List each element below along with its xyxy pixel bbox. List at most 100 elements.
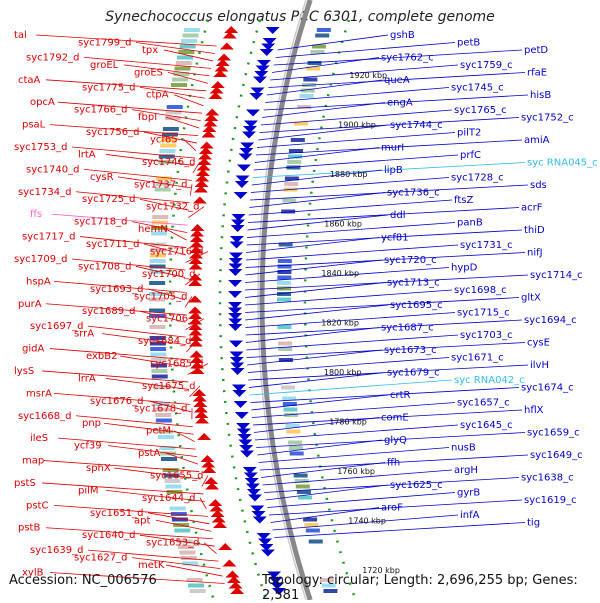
gene-label-left: syc1756_d [86,127,139,138]
reverse-gene-arrow [228,269,242,276]
label-leader-line [166,565,222,576]
gene-label-right: thiD [524,225,545,236]
cog-band [171,83,187,87]
gene-label-right: cysE [527,338,550,349]
inner-band [281,386,295,390]
gene-label-left: lysS [14,366,34,377]
gene-label-left: pstS [14,478,36,489]
gene-label-left: apt [134,515,150,526]
gene-label-left: syc1678_d [134,403,187,414]
gene-label-left: syc1766_d [74,105,127,116]
cog-band [180,45,196,49]
gene-label-left: syc1668_d [18,411,71,422]
reverse-gene-arrow [230,242,244,249]
gene-label-left: syc1775_d [82,82,135,93]
inner-band [277,281,291,285]
forward-gene-arrow [225,571,239,578]
cog-band [150,259,166,263]
gene-label-right: syc1619_c [524,495,577,506]
cog-band [161,457,177,461]
reverse-gene-arrow [234,192,248,199]
reverse-gene-arrow [260,49,274,56]
gene-label-left: groEL [90,60,119,71]
forward-gene-arrow [211,81,225,88]
kbp-label: 1780 kbp [329,418,367,427]
gene-label-left: groES [134,67,163,78]
cog-band [149,281,165,285]
inner-band [303,78,317,82]
gene-label-right: ilvH [530,360,549,371]
gene-label-right: ddl [390,210,405,221]
inner-band [277,325,291,329]
gene-label-left: ycf65 [150,135,178,146]
gene-label-right: syc1713_c [387,278,440,289]
gene-label-right: comE [381,413,409,424]
reverse-gene-arrow [232,390,246,397]
cog-band [179,551,195,555]
kbp-label: 1880 kbp [330,170,368,179]
gene-label-right: syc1731_c [460,240,513,251]
gene-label-right: hflX [524,405,544,416]
gene-label-right: syc1649_c [530,450,583,461]
reverse-gene-arrow [253,517,267,524]
label-leader-line [184,140,196,151]
inner-band [288,441,302,445]
gene-label-left: pstB [18,523,40,534]
label-leader-line [249,373,385,388]
inner-band [297,105,311,109]
gene-label-right: syc1762_c [381,53,434,64]
cog-band [160,149,176,153]
label-leader-line [266,485,388,500]
gene-label-right: gshB [390,30,415,41]
kbp-label: 1840 kbp [321,269,359,278]
kbp-label: 1900 kbp [338,121,376,130]
reverse-gene-arrow [228,280,242,287]
inner-band [278,259,292,263]
gene-label-right: amiA [524,135,550,146]
gene-label-right: syc RNA045_c [527,158,598,169]
gene-label-right: nusB [451,443,476,454]
gene-label-left: pstA [138,448,160,459]
label-leader-line [200,498,206,509]
gene-label-left: cysR [90,172,114,183]
gene-label-left: syc1627_d [74,553,127,564]
gene-label-left: ffs [30,209,42,220]
cog-band [152,215,168,219]
gene-label-left: syc1706_d [146,314,199,325]
gene-label-left: syc1655_d [150,470,203,481]
gene-label-right: syc1638_c [521,473,574,484]
reverse-gene-arrow [228,291,242,298]
label-leader-line [245,283,385,298]
gene-label-right: tig [527,518,540,529]
cog-band [151,369,167,373]
gene-label-right: petD [524,45,548,56]
gene-label-left: syc1709_d [14,254,67,265]
reverse-gene-arrow [235,181,249,188]
gene-label-left: sphX [86,463,111,474]
gene-label-right: syc1703_c [460,330,513,341]
label-leader-line [251,395,388,410]
reverse-gene-arrow [231,368,245,375]
gene-label-left: syc1644_d [142,493,195,504]
gene-label-left: syc1685_d [150,358,203,369]
gene-label-right: hypD [451,263,478,274]
forward-gene-arrow [218,543,232,550]
cog-band [176,61,192,65]
gene-label-right: syc1759_c [460,60,513,71]
cog-band [170,507,186,511]
cog-band [166,485,182,489]
cog-band [182,34,198,38]
reverse-gene-arrow [253,77,267,84]
gene-label-left: syc1725_d [82,194,135,205]
gene-label-right: ycf81 [381,233,409,244]
inner-band [287,160,301,164]
forward-gene-arrow [200,142,214,149]
gene-label-right: petB [457,38,480,49]
gene-label-right: acrF [521,203,543,214]
inner-band [282,199,296,203]
cog-band [152,375,168,379]
reverse-gene-arrow [248,495,262,502]
cog-band [163,127,179,131]
gene-label-right: syc1736_c [387,188,440,199]
gene-label-left: hemN [138,224,168,235]
